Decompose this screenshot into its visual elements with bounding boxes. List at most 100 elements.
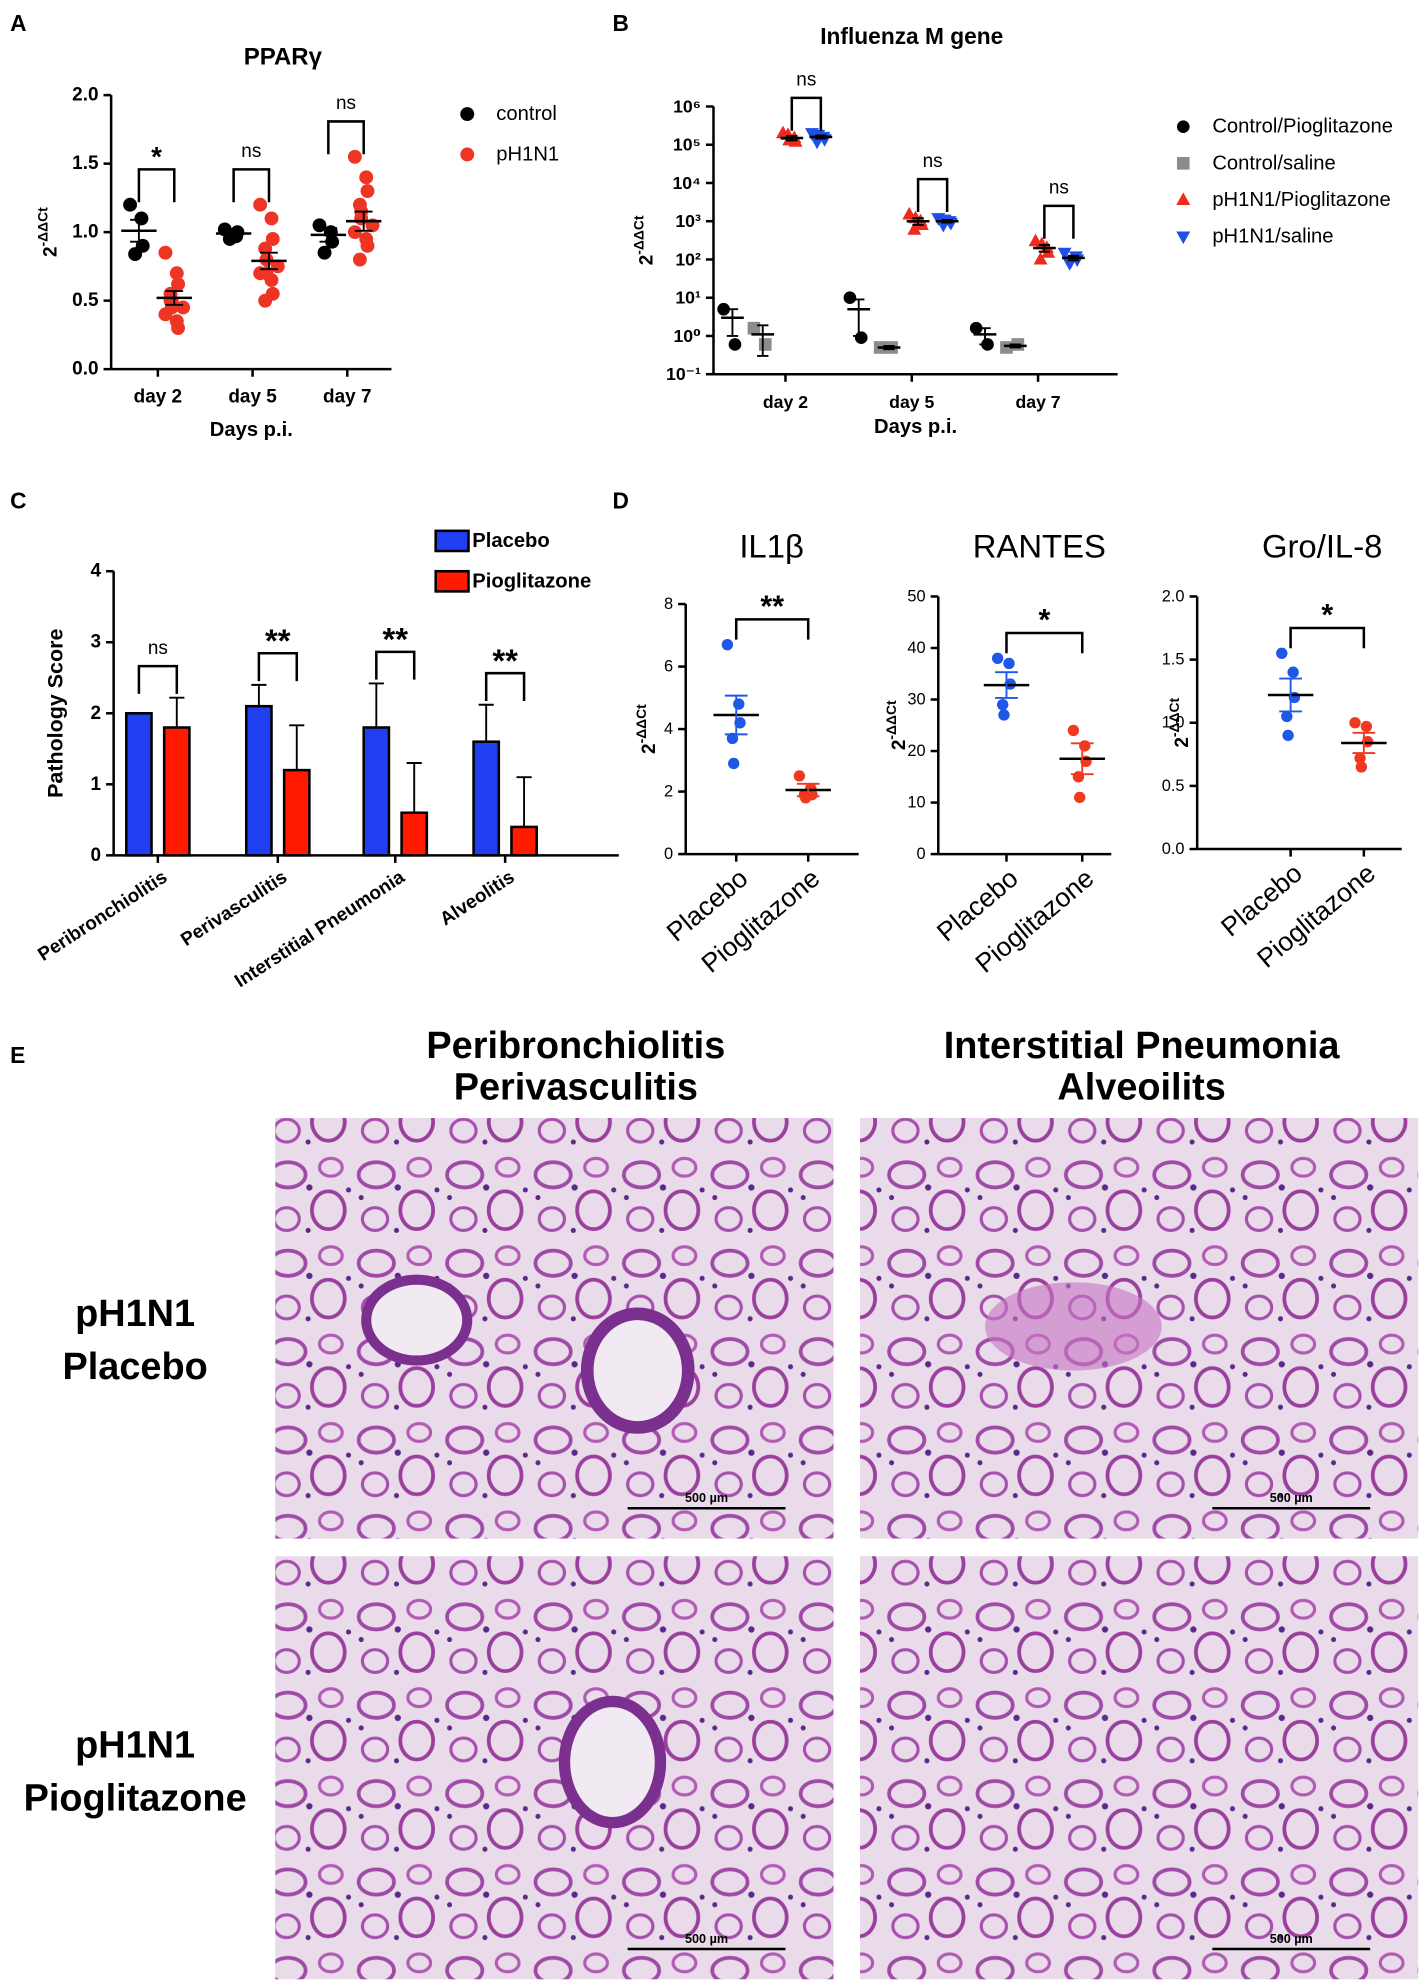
bar <box>400 811 429 857</box>
scale-bar-label: 500 µm <box>1270 1491 1313 1505</box>
consolidation <box>985 1282 1162 1371</box>
data-point <box>721 638 734 651</box>
error-bar <box>995 671 1018 699</box>
y-tick-label: 0 <box>90 845 101 866</box>
y-axis-label: 2-ΔΔCt <box>633 704 659 754</box>
error-bar <box>1279 677 1302 713</box>
data-point <box>728 757 740 770</box>
histology-image <box>275 1118 834 1539</box>
legend-marker <box>1176 231 1191 245</box>
data-point <box>997 698 1009 711</box>
data-point <box>1360 720 1373 733</box>
y-axis-label: 2-ΔΔCt <box>883 700 910 750</box>
error-bar <box>786 134 798 142</box>
y-tick-label: 10⁰ <box>673 326 701 346</box>
error-bar <box>726 308 739 337</box>
legend-label: Control/saline <box>1212 152 1335 174</box>
legend-marker <box>460 107 475 122</box>
data-point <box>1067 724 1080 737</box>
error-bar <box>1070 742 1094 776</box>
significance-bracket <box>1005 631 1084 654</box>
y-tick-label: 10 <box>907 794 925 812</box>
data-point <box>728 338 742 351</box>
legend-label: pH1N1/saline <box>1212 226 1333 248</box>
y-axis-label-exponent: -ΔΔCt <box>631 215 647 255</box>
data-point <box>317 245 332 260</box>
error-bar <box>406 762 422 813</box>
vessel <box>580 1307 695 1434</box>
data-point <box>1033 251 1048 265</box>
y-axis-label-exponent: -ΔΔCt <box>35 207 51 247</box>
chart-title: RANTES <box>973 527 1106 564</box>
error-bar <box>1009 343 1021 349</box>
column-header: Alveoilits <box>1057 1067 1225 1109</box>
y-tick-label: 0.0 <box>1162 840 1185 858</box>
data-point <box>969 321 983 335</box>
legend-swatch <box>434 529 470 553</box>
bar <box>472 740 501 857</box>
error-bar <box>165 290 184 306</box>
significance-bracket <box>916 177 949 212</box>
x-tick-label: Alveolitis <box>436 867 518 930</box>
data-point <box>171 321 186 336</box>
y-tick-label: 2 <box>664 783 673 801</box>
significance-label: ns <box>148 638 168 659</box>
panel-label: C <box>10 487 26 513</box>
error-bar <box>289 724 305 771</box>
airway <box>361 1274 473 1366</box>
scale-bar-label: 500 µm <box>685 1491 728 1505</box>
y-tick-label: 1.0 <box>72 222 98 243</box>
legend-marker <box>1176 157 1190 170</box>
data-point <box>907 222 922 235</box>
y-axis-label-exponent: -ΔΔCt <box>1166 698 1182 738</box>
x-tick-label: Perivasculitis <box>177 867 291 951</box>
significance-label: * <box>1038 604 1050 637</box>
data-point <box>810 136 824 150</box>
error-bar <box>169 696 185 728</box>
y-axis-label-base: 2 <box>639 743 660 754</box>
significance-bracket <box>232 168 271 203</box>
data-point <box>265 232 280 246</box>
legend-marker <box>460 147 475 162</box>
data-point <box>1276 647 1288 659</box>
y-axis-label-base: 2 <box>1172 737 1193 748</box>
data-point <box>264 211 279 226</box>
y-tick-label: 1.5 <box>1162 651 1185 669</box>
error-bar <box>319 227 338 243</box>
data-point <box>1349 717 1361 729</box>
error-bar <box>724 694 748 736</box>
data-point <box>758 338 772 351</box>
significance-label: ** <box>760 590 784 623</box>
bar <box>362 726 391 857</box>
row-label: Pioglitazone <box>24 1778 247 1820</box>
error-bar <box>130 218 148 243</box>
error-bar <box>941 219 953 224</box>
data-point <box>352 252 367 267</box>
error-bar <box>853 298 865 337</box>
legend-swatch <box>434 569 470 593</box>
data-point <box>164 300 179 315</box>
error-bar <box>912 217 924 226</box>
y-tick-label: 0 <box>664 845 673 863</box>
histology-image <box>275 1556 834 1980</box>
data-point <box>843 291 857 305</box>
significance-bracket <box>375 650 416 680</box>
chart-title: Influenza M gene <box>820 23 1003 49</box>
x-tick-label: day 5 <box>228 386 276 407</box>
data-point <box>360 238 375 253</box>
y-tick-label: 4 <box>664 720 673 738</box>
data-point <box>169 266 184 281</box>
data-point <box>158 245 173 260</box>
y-tick-label: 0 <box>917 845 926 863</box>
row-label: pH1N1 <box>75 1725 195 1767</box>
significance-label: ** <box>492 642 518 679</box>
y-axis-label-base: 2 <box>636 255 657 266</box>
y-tick-label: 10⁶ <box>673 96 701 116</box>
data-point <box>726 732 739 745</box>
y-tick-label: 2.0 <box>1162 587 1185 605</box>
error-bar <box>1038 243 1051 253</box>
y-axis-label-base: 2 <box>40 246 61 257</box>
significance-label: ns <box>796 70 816 91</box>
significance-label: * <box>1321 599 1333 632</box>
